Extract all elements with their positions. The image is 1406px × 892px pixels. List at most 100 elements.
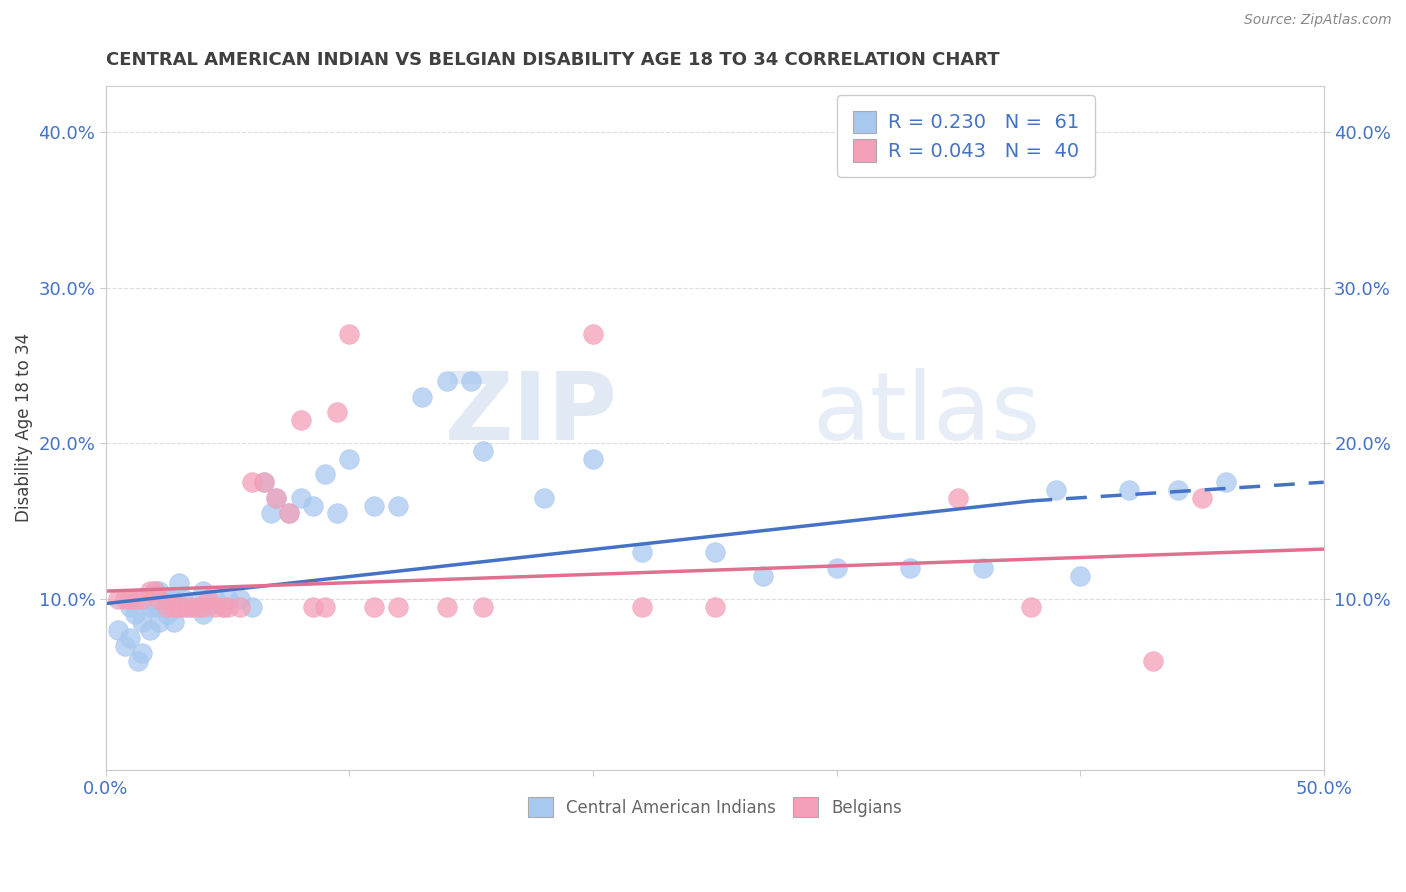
- Point: [156, 599, 179, 614]
- Point: [630, 545, 652, 559]
- Point: [148, 591, 170, 606]
- Point: [120, 631, 142, 645]
- Point: [138, 623, 160, 637]
- Point: [703, 545, 725, 559]
- Text: atlas: atlas: [813, 368, 1040, 460]
- Point: [411, 390, 433, 404]
- Point: [143, 584, 166, 599]
- Point: [266, 491, 288, 505]
- Point: [326, 405, 349, 419]
- Point: [266, 491, 288, 505]
- Point: [143, 584, 166, 599]
- Point: [314, 467, 336, 482]
- Point: [290, 491, 312, 505]
- Point: [972, 561, 994, 575]
- Point: [217, 591, 239, 606]
- Point: [131, 591, 153, 606]
- Y-axis label: Disability Age 18 to 34: Disability Age 18 to 34: [15, 334, 32, 523]
- Point: [167, 599, 190, 614]
- Point: [898, 561, 921, 575]
- Point: [107, 591, 129, 606]
- Point: [436, 599, 458, 614]
- Point: [197, 599, 219, 614]
- Point: [193, 607, 215, 622]
- Point: [131, 615, 153, 630]
- Point: [1069, 568, 1091, 582]
- Point: [302, 499, 325, 513]
- Point: [1215, 475, 1237, 490]
- Point: [703, 599, 725, 614]
- Point: [143, 599, 166, 614]
- Point: [1167, 483, 1189, 497]
- Point: [187, 599, 209, 614]
- Point: [173, 591, 195, 606]
- Text: Source: ZipAtlas.com: Source: ZipAtlas.com: [1244, 13, 1392, 28]
- Point: [156, 607, 179, 622]
- Point: [1021, 599, 1043, 614]
- Point: [582, 451, 605, 466]
- Text: ZIP: ZIP: [444, 368, 617, 460]
- Point: [124, 591, 146, 606]
- Point: [472, 599, 495, 614]
- Point: [211, 599, 233, 614]
- Point: [193, 599, 215, 614]
- Point: [229, 599, 252, 614]
- Point: [173, 599, 195, 614]
- Point: [204, 599, 226, 614]
- Point: [472, 444, 495, 458]
- Point: [138, 599, 160, 614]
- Point: [339, 451, 361, 466]
- Point: [197, 591, 219, 606]
- Point: [148, 584, 170, 599]
- Point: [460, 374, 482, 388]
- Point: [1142, 654, 1164, 668]
- Point: [160, 591, 183, 606]
- Point: [582, 327, 605, 342]
- Point: [138, 584, 160, 599]
- Point: [127, 654, 149, 668]
- Point: [436, 374, 458, 388]
- Point: [167, 599, 190, 614]
- Point: [163, 599, 186, 614]
- Point: [1118, 483, 1140, 497]
- Point: [302, 599, 325, 614]
- Point: [240, 475, 263, 490]
- Point: [1045, 483, 1067, 497]
- Legend: Central American Indians, Belgians: Central American Indians, Belgians: [522, 790, 908, 823]
- Point: [107, 623, 129, 637]
- Point: [1191, 491, 1213, 505]
- Point: [193, 584, 215, 599]
- Point: [387, 499, 409, 513]
- Point: [148, 615, 170, 630]
- Point: [217, 599, 239, 614]
- Point: [204, 591, 226, 606]
- Point: [120, 591, 142, 606]
- Point: [948, 491, 970, 505]
- Point: [290, 413, 312, 427]
- Point: [314, 599, 336, 614]
- Text: CENTRAL AMERICAN INDIAN VS BELGIAN DISABILITY AGE 18 TO 34 CORRELATION CHART: CENTRAL AMERICAN INDIAN VS BELGIAN DISAB…: [105, 51, 1000, 69]
- Point: [277, 506, 299, 520]
- Point: [825, 561, 848, 575]
- Point: [229, 591, 252, 606]
- Point: [752, 568, 775, 582]
- Point: [148, 599, 170, 614]
- Point: [387, 599, 409, 614]
- Point: [167, 576, 190, 591]
- Point: [114, 639, 136, 653]
- Point: [174, 599, 197, 614]
- Point: [131, 646, 153, 660]
- Point: [253, 475, 276, 490]
- Point: [211, 599, 233, 614]
- Point: [124, 607, 146, 622]
- Point: [533, 491, 555, 505]
- Point: [187, 599, 209, 614]
- Point: [630, 599, 652, 614]
- Point: [156, 591, 179, 606]
- Point: [180, 599, 202, 614]
- Point: [326, 506, 349, 520]
- Point: [277, 506, 299, 520]
- Point: [363, 499, 385, 513]
- Point: [120, 599, 142, 614]
- Point: [339, 327, 361, 342]
